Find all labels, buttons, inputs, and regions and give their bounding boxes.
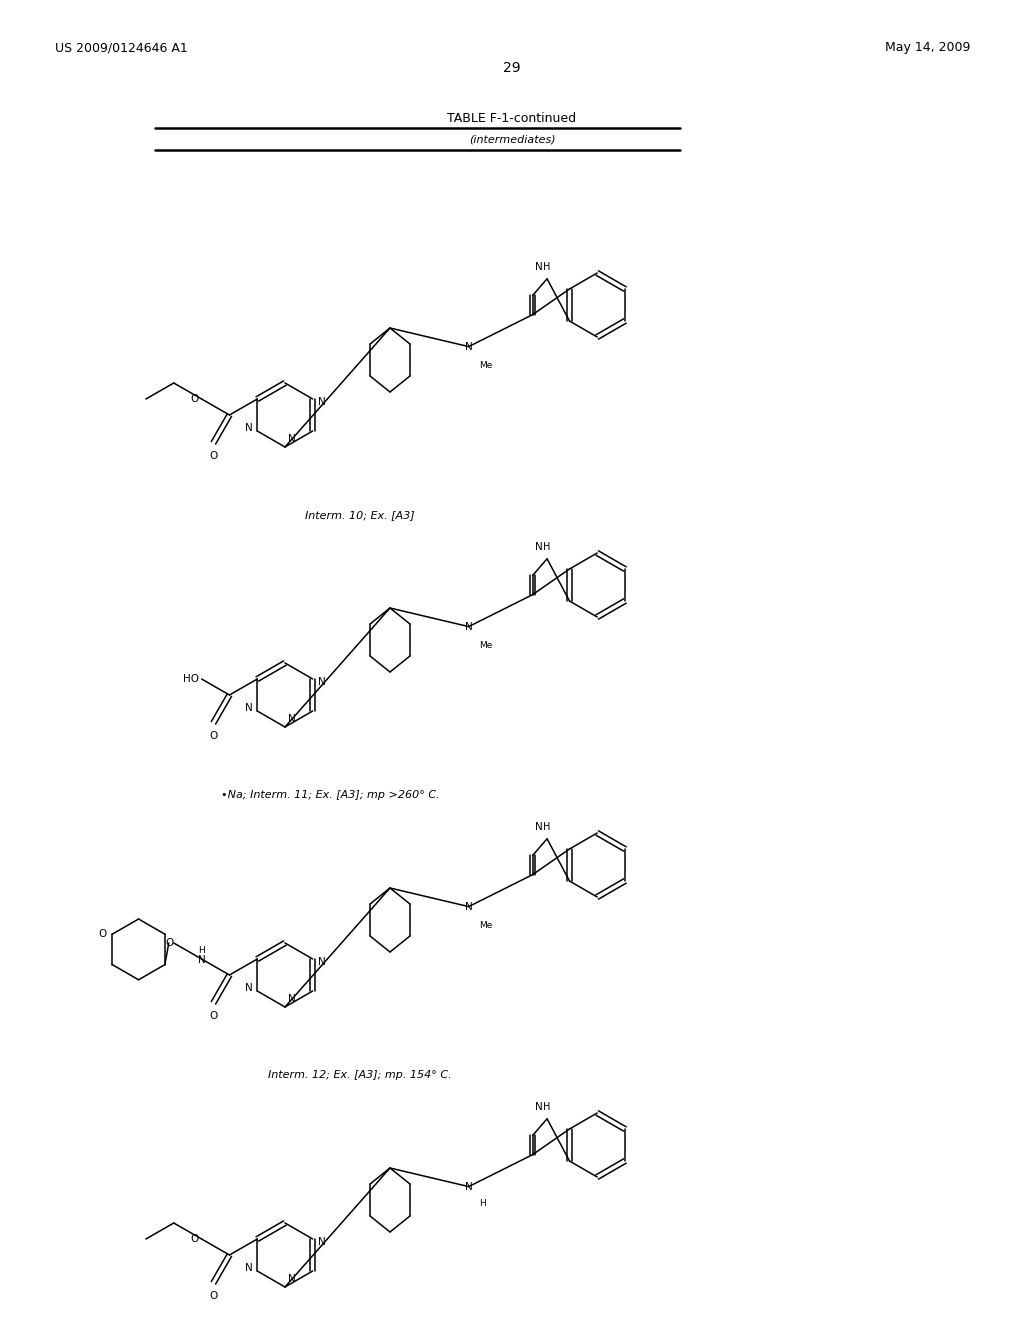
Text: O: O bbox=[190, 393, 199, 404]
Text: N: N bbox=[465, 622, 472, 631]
Text: Me: Me bbox=[478, 360, 493, 370]
Text: N: N bbox=[317, 397, 326, 407]
Text: O: O bbox=[98, 929, 106, 940]
Text: O: O bbox=[209, 451, 217, 461]
Text: N: N bbox=[288, 994, 296, 1005]
Text: H: H bbox=[543, 822, 551, 832]
Text: O: O bbox=[209, 1011, 217, 1020]
Text: US 2009/0124646 A1: US 2009/0124646 A1 bbox=[55, 41, 187, 54]
Text: N: N bbox=[317, 677, 326, 686]
Text: Me: Me bbox=[478, 640, 493, 649]
Text: N: N bbox=[465, 902, 472, 912]
Text: N: N bbox=[536, 822, 543, 832]
Text: H: H bbox=[543, 541, 551, 552]
Text: May 14, 2009: May 14, 2009 bbox=[885, 41, 970, 54]
Text: Interm. 12; Ex. [A3]; mp. 154° C.: Interm. 12; Ex. [A3]; mp. 154° C. bbox=[268, 1071, 452, 1080]
Text: N: N bbox=[288, 434, 296, 444]
Text: Interm. 10; Ex. [A3]: Interm. 10; Ex. [A3] bbox=[305, 510, 415, 520]
Text: H: H bbox=[543, 261, 551, 272]
Text: N: N bbox=[536, 541, 543, 552]
Text: N: N bbox=[245, 704, 252, 713]
Text: H: H bbox=[543, 1102, 551, 1111]
Text: N: N bbox=[245, 983, 252, 993]
Text: N: N bbox=[288, 1274, 296, 1284]
Text: O: O bbox=[166, 939, 174, 948]
Text: N: N bbox=[317, 957, 326, 968]
Text: 29: 29 bbox=[503, 61, 521, 75]
Text: N: N bbox=[245, 1263, 252, 1272]
Text: H: H bbox=[478, 1199, 485, 1208]
Text: N: N bbox=[245, 422, 252, 433]
Text: N: N bbox=[288, 714, 296, 723]
Text: O: O bbox=[209, 1291, 217, 1300]
Text: O: O bbox=[209, 731, 217, 741]
Text: H: H bbox=[199, 946, 205, 954]
Text: (intermediates): (intermediates) bbox=[469, 135, 555, 145]
Text: N: N bbox=[198, 954, 206, 965]
Text: N: N bbox=[465, 342, 472, 351]
Text: O: O bbox=[190, 1234, 199, 1243]
Text: TABLE F-1-continued: TABLE F-1-continued bbox=[447, 111, 577, 124]
Text: N: N bbox=[536, 261, 543, 272]
Text: N: N bbox=[536, 1102, 543, 1111]
Text: N: N bbox=[465, 1181, 472, 1192]
Text: HO: HO bbox=[182, 675, 199, 684]
Text: •Na; Interm. 11; Ex. [A3]; mp >260° C.: •Na; Interm. 11; Ex. [A3]; mp >260° C. bbox=[221, 789, 439, 800]
Text: N: N bbox=[317, 1237, 326, 1247]
Text: Me: Me bbox=[478, 920, 493, 929]
